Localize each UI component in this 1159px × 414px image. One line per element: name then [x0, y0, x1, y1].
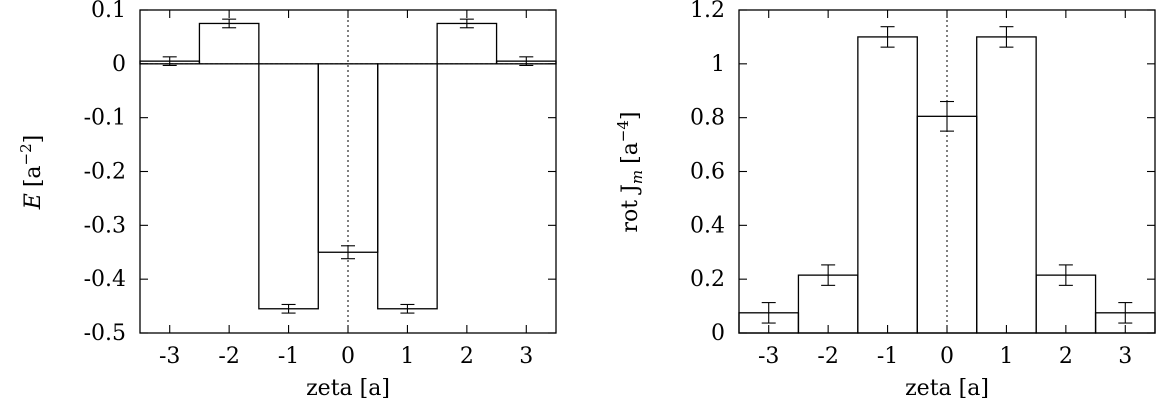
rotation-error-bar-0: [940, 100, 954, 132]
rotation-y-tick-label: 0.8: [690, 106, 725, 131]
energy-chart-ticks: -3 -2 -1 0 1 2 3 0.1 0 -0.1 -0.2 -0.3 -0.4 -0.5: [84, 0, 556, 369]
energy-y-tick-label: -0.5: [84, 321, 126, 346]
rotation-bar--1: [857, 36, 918, 334]
rotation-x-tick-label: 2: [1059, 344, 1073, 369]
rotation-x-tick-label: -1: [877, 344, 898, 369]
rotation-error-bar--1: [880, 26, 895, 48]
rotation-y-axis-label: rot Jm [a−4]: [614, 111, 646, 232]
energy-error-bar--2: [222, 18, 237, 29]
energy-y-axis-unit: [a: [21, 165, 46, 187]
energy-x-tick-label: -3: [159, 344, 180, 369]
rotation-x-tick-label: 3: [1118, 344, 1132, 369]
energy-y-axis-close: ]: [21, 135, 46, 144]
energy-error-bar-2: [459, 18, 474, 29]
energy-error-bar-3: [519, 56, 534, 66]
rotation-x-tick-label: 0: [940, 344, 954, 369]
rotation-error-bar-2: [1058, 264, 1073, 286]
energy-error-bar--1: [281, 303, 296, 314]
rotation-y-tick-label: 0: [711, 321, 725, 346]
energy-bar-2: [436, 22, 498, 65]
rotation-x-axis-label: zeta [a]: [905, 376, 989, 401]
rotation-error-bar-3: [1118, 302, 1133, 324]
energy-bar--2: [198, 22, 260, 65]
rotation-chart-marks: [738, 10, 1156, 334]
energy-bar--1: [258, 63, 319, 310]
energy-y-tick-label: -0.1: [84, 106, 126, 131]
energy-y-tick-label: -0.2: [84, 160, 126, 185]
rotation-y-axis-symbol: rot J: [618, 184, 643, 232]
rotation-y-axis-exponent: −4: [614, 120, 632, 142]
energy-y-tick-label: -0.3: [84, 213, 126, 238]
energy-x-tick-label: 3: [519, 344, 533, 369]
rotation-error-bar--2: [821, 264, 836, 286]
rotation-x-tick-label: -3: [758, 344, 779, 369]
rotation-x-tick-label: 1: [999, 344, 1013, 369]
rotation-y-tick-label: 0.4: [690, 213, 725, 238]
rotation-x-tick-label: -2: [817, 344, 838, 369]
rotation-y-axis-subscript: m: [628, 170, 646, 184]
energy-x-tick-label: 2: [460, 344, 474, 369]
rotation-y-tick-label: 1: [711, 52, 725, 77]
rotation-y-axis-close: ]: [618, 111, 643, 120]
energy-x-tick-label: -2: [218, 344, 239, 369]
energy-x-axis-label: zeta [a]: [306, 376, 390, 401]
rotation-y-tick-label: 1.2: [690, 0, 725, 23]
energy-x-tick-label: 1: [400, 344, 414, 369]
rotation-error-bar--3: [761, 302, 776, 324]
energy-y-axis-symbol: E: [21, 193, 46, 210]
energy-error-bar-1: [400, 303, 415, 314]
energy-chart-marks: [139, 10, 557, 333]
energy-error-bar--3: [162, 56, 177, 66]
rotation-y-tick-label: 0.2: [690, 267, 725, 292]
rotation-y-tick-label: 0.6: [690, 160, 725, 185]
rotation-bar-1: [976, 36, 1037, 334]
energy-y-tick-label: -0.4: [84, 267, 126, 292]
rotation-error-bar-1: [999, 26, 1014, 48]
energy-bar-0: [317, 63, 379, 253]
rotation-chart-ticks: -3 -2 -1 0 1 2 3 1.2 1 0.8 0.6 0.4 0.2 0: [690, 0, 1155, 369]
energy-y-axis-exponent: −2: [17, 143, 35, 165]
energy-y-tick-label: 0.1: [91, 0, 126, 23]
energy-bar-1: [377, 63, 438, 310]
energy-y-axis-label: E [a−2]: [17, 135, 46, 210]
energy-y-tick-label: 0: [112, 52, 126, 77]
energy-chart: -3 -2 -1 0 1 2 3 0.1 0 -0.1 -0.2 -0.3 -0.4 -0.5 zeta …: [17, 0, 557, 401]
rotation-chart: -3 -2 -1 0 1 2 3 1.2 1 0.8 0.6 0.4 0.2 0 zeta [a] rot…: [614, 0, 1156, 401]
energy-error-bar-0: [341, 245, 355, 260]
energy-x-tick-label: -1: [278, 344, 299, 369]
rotation-y-axis-unit: [a: [618, 142, 643, 164]
energy-x-tick-label: 0: [341, 344, 355, 369]
